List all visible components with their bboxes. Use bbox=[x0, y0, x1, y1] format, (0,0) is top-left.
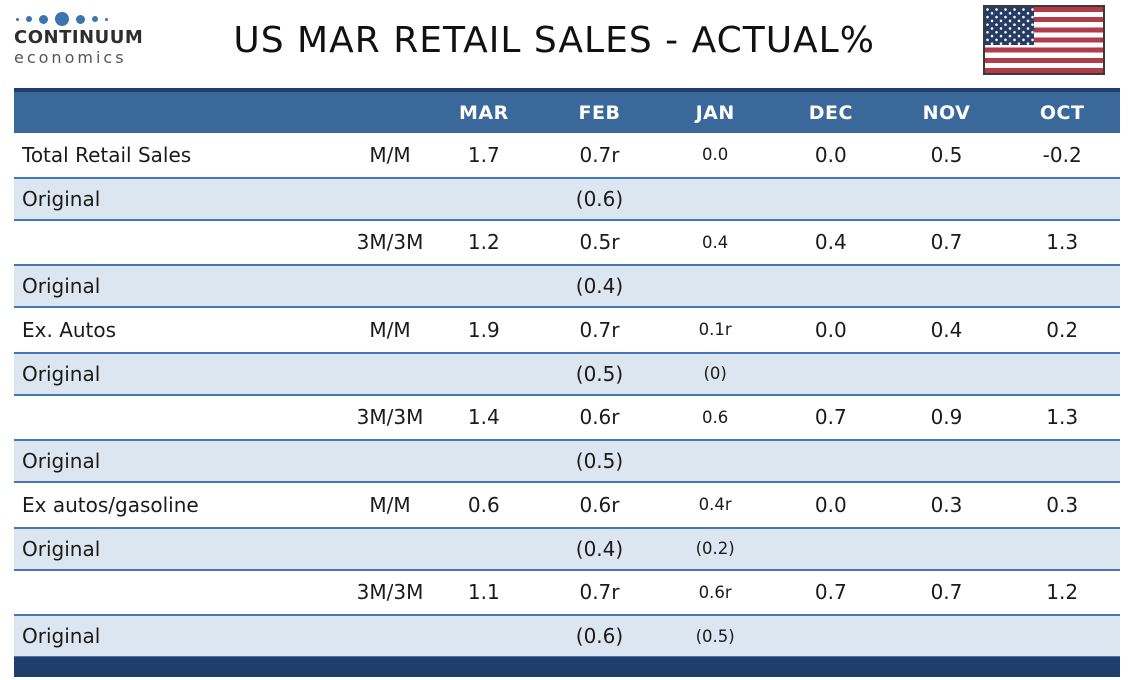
row-value: (0.5) bbox=[695, 626, 735, 646]
table-row: Original (0.4) bbox=[14, 264, 1120, 308]
row-value: 0.1r bbox=[698, 320, 732, 340]
row-value: (0) bbox=[703, 364, 727, 384]
row-value: (0.5) bbox=[575, 449, 624, 474]
row-label: Original bbox=[22, 274, 101, 299]
table-body: Total Retail Sales M/M 1.7 0.7r 0.0 0.0 … bbox=[14, 133, 1120, 658]
row-period: M/M bbox=[369, 142, 411, 167]
us-flag-canton bbox=[985, 7, 1034, 45]
row-value: 0.0 bbox=[702, 145, 729, 165]
row-value: 0.5 bbox=[930, 142, 963, 167]
row-value: 0.7 bbox=[814, 405, 847, 430]
row-value: 0.3 bbox=[930, 492, 963, 517]
table-row: 3M/3M 1.1 0.7r 0.6r 0.7 0.7 1.2 bbox=[14, 570, 1120, 615]
table-row: Original (0.6) (0.5) bbox=[14, 614, 1120, 658]
continuum-logo: CONTINUUM economics bbox=[14, 10, 204, 66]
row-period: 3M/3M bbox=[356, 580, 424, 605]
table-header-row: MAR FEB JAN DEC NOV OCT bbox=[14, 92, 1120, 133]
row-value: (0.5) bbox=[575, 361, 624, 386]
column-header-oct: OCT bbox=[1039, 101, 1085, 124]
column-header-nov: NOV bbox=[922, 101, 971, 124]
table-row: Original (0.5) bbox=[14, 439, 1120, 483]
table-row: Ex autos/gasoline M/M 0.6 0.6r 0.4r 0.0 … bbox=[14, 483, 1120, 527]
row-period: 3M/3M bbox=[356, 230, 424, 255]
table-row: Ex. Autos M/M 1.9 0.7r 0.1r 0.0 0.4 0.2 bbox=[14, 308, 1120, 352]
row-value: 1.2 bbox=[1046, 580, 1079, 605]
row-value: 1.9 bbox=[467, 317, 500, 342]
row-value: (0.4) bbox=[575, 274, 624, 299]
column-header-jan: JAN bbox=[695, 101, 735, 124]
row-value: 1.3 bbox=[1046, 230, 1079, 255]
row-period: M/M bbox=[369, 492, 411, 517]
row-value: 0.0 bbox=[814, 142, 847, 167]
row-value: 0.6 bbox=[467, 492, 500, 517]
row-value: 0.0 bbox=[814, 317, 847, 342]
row-value: 1.2 bbox=[467, 230, 500, 255]
row-label: Original bbox=[22, 624, 101, 649]
row-value: 0.7r bbox=[579, 317, 620, 342]
us-flag-icon bbox=[983, 5, 1105, 75]
brand-name: CONTINUUM bbox=[14, 27, 144, 48]
row-value: 0.7 bbox=[814, 580, 847, 605]
footer-bar bbox=[14, 657, 1120, 677]
row-value: 0.4 bbox=[930, 317, 963, 342]
row-value: 0.5r bbox=[579, 230, 620, 255]
row-value: 1.1 bbox=[467, 580, 500, 605]
column-header-mar: MAR bbox=[458, 101, 509, 124]
retail-sales-table: MAR FEB JAN DEC NOV OCT Total Retail Sal… bbox=[14, 88, 1120, 658]
row-value: 0.6 bbox=[702, 407, 729, 427]
table-row: Original (0.5) (0) bbox=[14, 351, 1120, 396]
row-value: 0.7r bbox=[579, 580, 620, 605]
row-value: 0.2 bbox=[1046, 317, 1079, 342]
row-label: Original bbox=[22, 449, 101, 474]
continuum-dots-icon bbox=[14, 10, 204, 28]
row-label: Original bbox=[22, 186, 101, 211]
page-title: US MAR RETAIL SALES - ACTUAL% bbox=[233, 20, 875, 61]
table-row: Original (0.6) bbox=[14, 176, 1120, 221]
row-value: -0.2 bbox=[1042, 142, 1082, 167]
row-label: Original bbox=[22, 361, 101, 386]
row-value: 0.9 bbox=[930, 405, 963, 430]
row-value: 0.7 bbox=[930, 230, 963, 255]
row-period: 3M/3M bbox=[356, 405, 424, 430]
row-value: 0.6r bbox=[579, 405, 620, 430]
row-value: 0.3 bbox=[1046, 492, 1079, 517]
row-label: Ex autos/gasoline bbox=[22, 492, 199, 517]
row-value: 1.4 bbox=[467, 405, 500, 430]
row-value: 1.3 bbox=[1046, 405, 1079, 430]
table-row: 3M/3M 1.2 0.5r 0.4 0.4 0.7 1.3 bbox=[14, 220, 1120, 265]
table-row: Original (0.4) (0.2) bbox=[14, 526, 1120, 571]
row-value: 0.0 bbox=[814, 492, 847, 517]
table-row: Total Retail Sales M/M 1.7 0.7r 0.0 0.0 … bbox=[14, 133, 1120, 177]
brand-subname: economics bbox=[14, 47, 127, 67]
row-value: 0.7r bbox=[579, 142, 620, 167]
row-label: Original bbox=[22, 536, 101, 561]
column-header-dec: DEC bbox=[808, 101, 853, 124]
row-value: 0.4 bbox=[702, 232, 729, 252]
row-value: (0.6) bbox=[575, 186, 624, 211]
row-period: M/M bbox=[369, 317, 411, 342]
row-value: (0.2) bbox=[695, 539, 735, 559]
row-value: 1.7 bbox=[467, 142, 500, 167]
row-value: 0.7 bbox=[930, 580, 963, 605]
row-label: Ex. Autos bbox=[22, 317, 117, 342]
row-label: Total Retail Sales bbox=[22, 142, 192, 167]
row-value: 0.4 bbox=[814, 230, 847, 255]
row-value: 0.6r bbox=[698, 582, 732, 602]
row-value: (0.4) bbox=[575, 536, 624, 561]
row-value: (0.6) bbox=[575, 624, 624, 649]
row-value: 0.6r bbox=[579, 492, 620, 517]
row-value: 0.4r bbox=[698, 495, 732, 515]
table-row: 3M/3M 1.4 0.6r 0.6 0.7 0.9 1.3 bbox=[14, 395, 1120, 440]
column-header-feb: FEB bbox=[578, 101, 621, 124]
